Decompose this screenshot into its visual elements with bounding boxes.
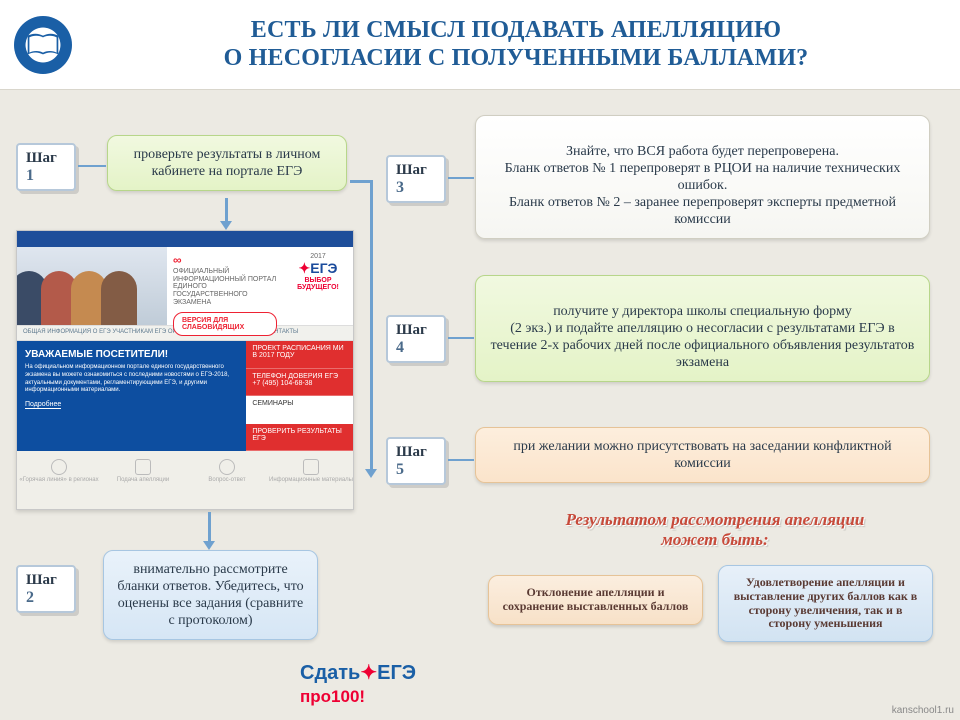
- step-5-box: при желании можно присутствовать на засе…: [475, 427, 930, 483]
- step-1-box: проверьте результаты в личном кабинете н…: [107, 135, 347, 191]
- ss-center: ∞ ОФИЦИАЛЬНЫЙ ИНФОРМАЦИОННЫЙ ПОРТАЛ ЕДИН…: [167, 247, 283, 325]
- step-4-box: получите у директора школы специальную ф…: [475, 275, 930, 382]
- page-title: ЕСТЬ ЛИ СМЫСЛ ПОДАВАТЬ АПЕЛЛЯЦИЮ О НЕСОГ…: [86, 17, 946, 72]
- conn-5: [448, 459, 474, 461]
- ss-hero: ∞ ОФИЦИАЛЬНЫЙ ИНФОРМАЦИОННЫЙ ПОРТАЛ ЕДИН…: [17, 247, 353, 325]
- step-5-label: Шаг 5: [386, 437, 446, 485]
- watermark: kanschool1.ru: [892, 705, 954, 716]
- arrow-right-col: [370, 180, 373, 470]
- conn-top-h: [350, 180, 370, 183]
- title-line-2: О НЕСОГЛАСИИ С ПОЛУЧЕННЫМИ БАЛЛАМИ?: [224, 45, 809, 71]
- step-2-box: внимательно рассмотрите бланки ответов. …: [103, 550, 318, 640]
- book-icon: [26, 32, 60, 58]
- conn-4: [448, 337, 474, 339]
- arrow-2: [208, 512, 211, 542]
- arrow-1: [225, 198, 228, 222]
- step-3-label: Шаг 3: [386, 155, 446, 203]
- logo-circle: [14, 16, 72, 74]
- header: ЕСТЬ ЛИ СМЫСЛ ПОДАВАТЬ АПЕЛЛЯЦИЮ О НЕСОГ…: [0, 0, 960, 90]
- ege-portal-screenshot: ∞ ОФИЦИАЛЬНЫЙ ИНФОРМАЦИОННЫЙ ПОРТАЛ ЕДИН…: [16, 230, 354, 510]
- ss-topbar: [17, 231, 353, 247]
- conn-3: [448, 177, 474, 179]
- step-3-box: Знайте, что ВСЯ работа будет перепровере…: [475, 115, 930, 239]
- ss-main: УВАЖАЕМЫЕ ПОСЕТИТЕЛИ! На официальном инф…: [17, 341, 353, 451]
- step-4-label: Шаг 4: [386, 315, 446, 363]
- ss-footer: «Горячая линия» в регионах Подача апелля…: [17, 451, 353, 510]
- outcome-accept: Удовлетворение апелляции и выставление д…: [718, 565, 933, 642]
- result-title: Результатом рассмотрения апелляции может…: [495, 510, 935, 551]
- ss-ege-logo: 2017 ✦ЕГЭ ВЫБОР БУДУЩЕГО!: [283, 247, 353, 325]
- ss-photo: [17, 247, 167, 325]
- outcome-reject: Отклонение апелляции и сохранение выстав…: [488, 575, 703, 625]
- step-1-label: Шаг 1: [16, 143, 76, 191]
- step-2-label: Шаг 2: [16, 565, 76, 613]
- title-line-1: ЕСТЬ ЛИ СМЫСЛ ПОДАВАТЬ АПЕЛЛЯЦИЮ: [251, 17, 781, 43]
- footer-logo: Сдать✦ЕГЭ про100!: [300, 660, 416, 708]
- conn-1: [78, 165, 106, 167]
